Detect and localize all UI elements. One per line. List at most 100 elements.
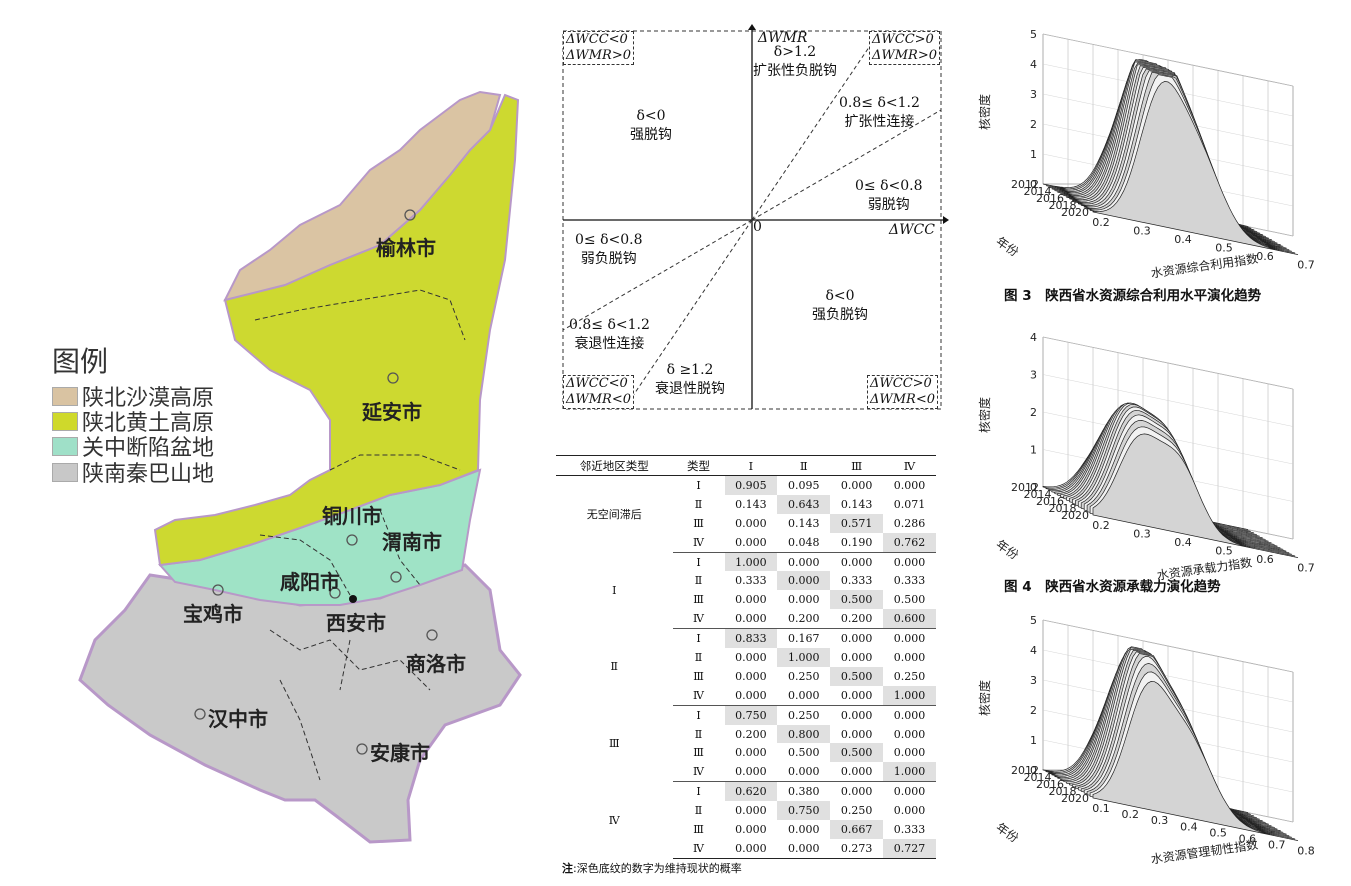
probability-cell: 0.250 — [840, 804, 873, 818]
x-tick-label: 0.6 — [1256, 553, 1274, 566]
probability-cell: 0.500 — [830, 743, 884, 763]
figure-caption: 图 4 陕西省水资源承载力演化趋势 — [1004, 579, 1221, 595]
year-tick-label: 2016 — [1036, 495, 1064, 508]
probability-cell: 0.000 — [724, 685, 778, 706]
type-cell: Ⅰ — [696, 785, 701, 799]
probability-cell: 0.000 — [724, 532, 778, 553]
probability-cell: 0.000 — [840, 632, 873, 646]
probability-cell: 0.000 — [840, 650, 873, 664]
probability-cell: 0.143 — [735, 497, 767, 511]
legend-swatch — [52, 411, 78, 431]
z-tick-label: 3 — [1030, 88, 1037, 101]
z-tick-label: 1 — [1030, 444, 1037, 457]
probability-cell: 0.250 — [788, 708, 820, 722]
probability-cell: 0.000 — [893, 708, 926, 722]
table-row: Ⅳ Ⅰ 0.620 0.380 0.000 0.000 — [556, 781, 936, 827]
type-cell: Ⅰ — [696, 708, 701, 722]
x-tick-label: 0.5 — [1215, 242, 1233, 255]
probability-cell: 0.000 — [724, 762, 778, 783]
x-tick-label: 0.8 — [1297, 845, 1315, 858]
probability-cell: 0.000 — [724, 609, 778, 630]
city-label: 商洛市 — [406, 652, 466, 676]
probability-cell: 0.048 — [777, 532, 831, 553]
probability-cell: 0.143 — [840, 497, 873, 511]
figure-caption: 图 3 陕西省水资源综合利用水平演化趋势 — [1004, 288, 1262, 304]
probability-cell: 0.000 — [735, 804, 767, 818]
x-tick-label: 0.3 — [1133, 225, 1151, 238]
type-cell: Ⅳ — [672, 838, 725, 859]
table-row: Ⅳ 0.000 0.000 0.000 1.000 — [556, 685, 936, 706]
probability-cell: 0.000 — [735, 593, 767, 607]
city-markers — [194, 209, 438, 755]
region-recessive-decoupling: δ ≥1.2 衰退性脱钩 — [655, 362, 725, 397]
x-axis-label: ΔWCC — [889, 222, 935, 238]
probability-cell: 0.571 — [830, 513, 884, 533]
probability-cell: 0.750 — [724, 705, 778, 725]
city-label: 咸阳市 — [280, 570, 340, 594]
x-tick-label: 0.6 — [1239, 832, 1257, 845]
probability-cell: 0.000 — [777, 762, 831, 783]
x-axis-label: 水资源管理韧性指数 — [1150, 837, 1259, 867]
table-header-cell: Ⅲ — [830, 455, 884, 476]
x-tick-label: 0.3 — [1151, 814, 1169, 827]
x-tick-label: 0.6 — [1256, 250, 1274, 263]
probability-cell: 0.667 — [830, 820, 884, 839]
probability-cell: 0.000 — [893, 632, 926, 646]
table-header-cell: Ⅰ — [724, 455, 778, 476]
probability-cell: 0.000 — [735, 822, 767, 836]
legend-swatch — [52, 436, 78, 456]
type-cell: Ⅳ — [672, 685, 725, 706]
markov-transition-table: 邻近地区类型 类型 Ⅰ Ⅱ Ⅲ Ⅳ 无空间滞后 Ⅰ 0.905 0.095 0.000 0.000 Ⅱ… — [556, 455, 936, 859]
probability-cell: 0.500 — [788, 746, 820, 760]
probability-cell: 0.333 — [893, 574, 926, 588]
density-ridge — [1092, 681, 1299, 841]
type-cell: Ⅲ — [693, 669, 704, 683]
x-tick-label: 0.1 — [1092, 802, 1110, 815]
x-tick-label: 0.7 — [1268, 839, 1286, 852]
probability-cell: 0.250 — [893, 669, 926, 683]
table-row: Ⅱ 0.143 0.643 0.143 0.071 — [556, 494, 936, 514]
group-label-cell: Ⅰ — [612, 583, 617, 597]
probability-cell: 0.000 — [777, 685, 831, 706]
z-tick-label: 4 — [1030, 331, 1037, 344]
table-row: Ⅱ 0.200 0.800 0.000 0.000 — [556, 724, 936, 744]
legend-item: 陕北沙漠高原 — [52, 380, 214, 412]
probability-cell: 0.643 — [777, 494, 831, 514]
x-tick-label: 0.5 — [1209, 826, 1227, 839]
city-label: 安康市 — [370, 741, 430, 765]
map-boundaries — [254, 289, 466, 781]
probability-cell: 0.000 — [840, 555, 873, 569]
table-row: Ⅲ 0.000 0.000 0.667 0.333 — [556, 820, 936, 839]
probability-cell: 0.000 — [840, 478, 873, 492]
corner-bottom-right: ΔWCC>0 ΔWMR<0 — [867, 375, 939, 409]
probability-cell: 1.000 — [883, 762, 936, 783]
table-row: Ⅱ Ⅰ 0.833 0.167 0.000 0.000 — [556, 628, 936, 673]
year-axis-label: 年份 — [993, 234, 1021, 259]
city-label: 延安市 — [362, 400, 422, 424]
region-recessive-coupling: 0.8≤ δ<1.2 衰退性连接 — [569, 317, 650, 352]
city-label: 西安市 — [326, 611, 386, 635]
probability-cell: 0.333 — [735, 574, 767, 588]
city-label: 汉中市 — [208, 707, 268, 731]
region-weak-decoupling: 0≤ δ<0.8 弱脱钩 — [855, 178, 923, 213]
probability-cell: 0.167 — [788, 632, 820, 646]
y-axis-label: ΔWMR — [758, 30, 808, 46]
probability-cell: 0.000 — [830, 685, 884, 706]
z-tick-label: 2 — [1030, 118, 1037, 131]
table-note-prefix: 注 — [562, 862, 573, 875]
probability-cell: 0.200 — [830, 609, 884, 630]
type-cell: Ⅳ — [672, 762, 725, 783]
x-tick-label: 0.4 — [1174, 536, 1192, 549]
probability-cell: 0.000 — [788, 822, 820, 836]
table-header-cell: Ⅱ — [777, 455, 831, 476]
legend-item: 关中断陷盆地 — [52, 430, 214, 462]
table-row: Ⅳ 0.000 0.000 0.273 0.727 — [556, 838, 936, 859]
table-row: Ⅱ 0.000 1.000 0.000 0.000 — [556, 648, 936, 667]
xian-capital-marker — [349, 595, 357, 603]
legend-swatch — [52, 462, 78, 482]
table-header-cell: 类型 — [672, 455, 725, 476]
probability-cell: 0.000 — [893, 555, 926, 569]
type-cell: Ⅰ — [696, 555, 701, 569]
